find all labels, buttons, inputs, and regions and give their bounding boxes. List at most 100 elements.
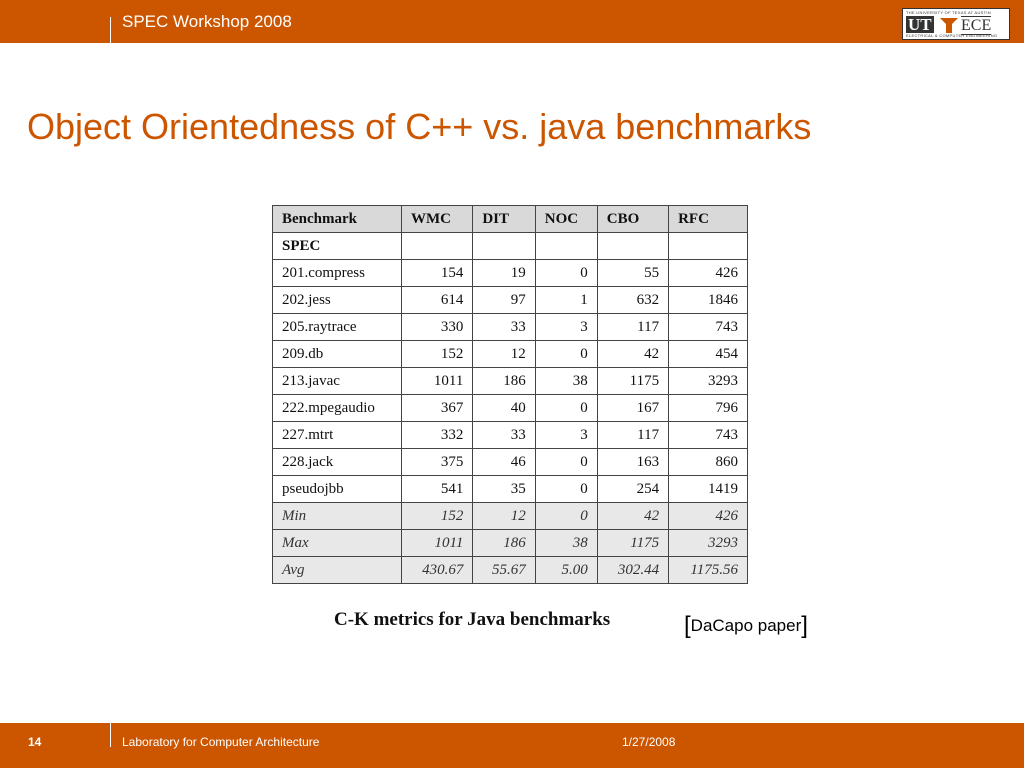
benchmark-name-cell: Avg (272, 556, 402, 584)
table-row: 227.mtrt 332 33 3 117 743 (272, 421, 748, 449)
metric-cell: 152 (400, 340, 474, 368)
footer-bar: 14 Laboratory for Computer Architecture … (0, 723, 1024, 768)
metric-cell: 743 (668, 421, 748, 449)
page-number: 14 (28, 735, 42, 749)
metric-cell: 152 (400, 502, 474, 530)
metric-cell: 55 (596, 259, 670, 287)
column-header: Benchmark (272, 205, 402, 233)
workshop-title: SPEC Workshop 2008 (122, 12, 292, 31)
reference-close-bracket: ] (801, 612, 808, 639)
metric-cell: 1011 (400, 529, 474, 557)
ut-ece-logo: THE UNIVERSITY OF TEXAS AT AUSTIN UT ECE… (902, 8, 1010, 40)
metric-cell: 35 (472, 475, 536, 503)
metric-cell: 163 (596, 448, 670, 476)
metric-cell: 330 (400, 313, 474, 341)
table-row: 222.mpegaudio 367 40 0 167 796 (272, 394, 748, 422)
reference-link[interactable]: [DaCapo paper] (684, 610, 808, 639)
table-row: 201.compress 154 19 0 55 426 (272, 259, 748, 287)
benchmark-name-cell: Max (272, 529, 402, 557)
benchmark-name-cell: 201.compress (272, 259, 402, 287)
metric-cell: 38 (534, 529, 598, 557)
footer-lab-name: Laboratory for Computer Architecture (122, 735, 320, 749)
metric-cell: 3293 (668, 529, 748, 557)
metric-cell: 302.44 (596, 556, 670, 584)
benchmark-name-cell: Min (272, 502, 402, 530)
stat-row: Max 1011 186 38 1175 3293 (272, 529, 748, 557)
metric-cell: 454 (668, 340, 748, 368)
metric-cell: 117 (596, 421, 670, 449)
benchmark-name-cell: 202.jess (272, 286, 402, 314)
logo-department-text: ELECTRICAL & COMPUTER ENGINEERING (906, 33, 998, 38)
metric-cell: 1419 (668, 475, 748, 503)
metric-cell: 1175.56 (668, 556, 748, 584)
metric-cell: 541 (400, 475, 474, 503)
benchmark-name-cell: 209.db (272, 340, 402, 368)
metric-cell: 117 (596, 313, 670, 341)
metric-cell: 186 (472, 367, 536, 395)
metric-cell: 430.67 (400, 556, 474, 584)
metric-cell: 743 (668, 313, 748, 341)
metric-cell: 167 (596, 394, 670, 422)
metric-cell: 38 (534, 367, 598, 395)
table-section-row: SPEC (272, 232, 748, 260)
metric-cell: 367 (400, 394, 474, 422)
metric-cell: 12 (472, 502, 536, 530)
metric-cell: 97 (472, 286, 536, 314)
metric-cell: 42 (596, 340, 670, 368)
metric-cell: 426 (668, 259, 748, 287)
column-header: CBO (596, 205, 670, 233)
header-bar: SPEC Workshop 2008 THE UNIVERSITY OF TEX… (0, 0, 1024, 43)
slide-title: Object Orientedness of C++ vs. java benc… (27, 106, 812, 147)
table-row: 205.raytrace 330 33 3 117 743 (272, 313, 748, 341)
metric-cell: 154 (400, 259, 474, 287)
footer-date: 1/27/2008 (622, 735, 676, 749)
metric-cell: 42 (596, 502, 670, 530)
reference-text: DaCapo paper (690, 616, 802, 635)
stat-row: Avg 430.67 55.67 5.00 302.44 1175.56 (272, 556, 748, 584)
table-row: 213.javac 1011 186 38 1175 3293 (272, 367, 748, 395)
logo-ut-text: UT (906, 15, 934, 34)
metric-cell: 254 (596, 475, 670, 503)
reference-open-bracket: [ (684, 612, 691, 639)
metric-cell: 1 (534, 286, 598, 314)
stat-row: Min 152 12 0 42 426 (272, 502, 748, 530)
metric-cell: 1175 (596, 367, 670, 395)
benchmark-name-cell: 205.raytrace (272, 313, 402, 341)
metric-cell: 46 (472, 448, 536, 476)
benchmark-name-cell: 227.mtrt (272, 421, 402, 449)
metric-cell: 0 (534, 502, 598, 530)
section-label: SPEC (272, 232, 402, 260)
metric-cell: 5.00 (534, 556, 598, 584)
metric-cell: 3293 (668, 367, 748, 395)
metric-cell: 12 (472, 340, 536, 368)
metric-cell: 632 (596, 286, 670, 314)
benchmark-name-cell: 213.javac (272, 367, 402, 395)
header-divider (110, 17, 111, 43)
table-header-row: Benchmark WMC DIT NOC CBO RFC (272, 205, 748, 233)
tower-icon (940, 18, 958, 33)
metric-cell: 3 (534, 313, 598, 341)
metric-cell: 860 (668, 448, 748, 476)
metric-cell: 0 (534, 448, 598, 476)
metric-cell: 19 (472, 259, 536, 287)
metric-cell: 1175 (596, 529, 670, 557)
metric-cell: 796 (668, 394, 748, 422)
benchmark-name-cell: 228.jack (272, 448, 402, 476)
logo-university-text: THE UNIVERSITY OF TEXAS AT AUSTIN (906, 10, 991, 15)
metric-cell: 0 (534, 259, 598, 287)
benchmark-name-cell: 222.mpegaudio (272, 394, 402, 422)
metric-cell: 0 (534, 394, 598, 422)
table-row: 228.jack 375 46 0 163 860 (272, 448, 748, 476)
metric-cell: 375 (400, 448, 474, 476)
column-header: NOC (534, 205, 598, 233)
column-header: DIT (472, 205, 536, 233)
metric-cell: 33 (472, 313, 536, 341)
table-row: 202.jess 614 97 1 632 1846 (272, 286, 748, 314)
metric-cell: 3 (534, 421, 598, 449)
logo-ece-text: ECE (961, 16, 992, 35)
metric-cell: 33 (472, 421, 536, 449)
metric-cell: 426 (668, 502, 748, 530)
metric-cell: 614 (400, 286, 474, 314)
table-caption: C-K metrics for Java benchmarks (334, 609, 611, 630)
column-header: WMC (400, 205, 474, 233)
